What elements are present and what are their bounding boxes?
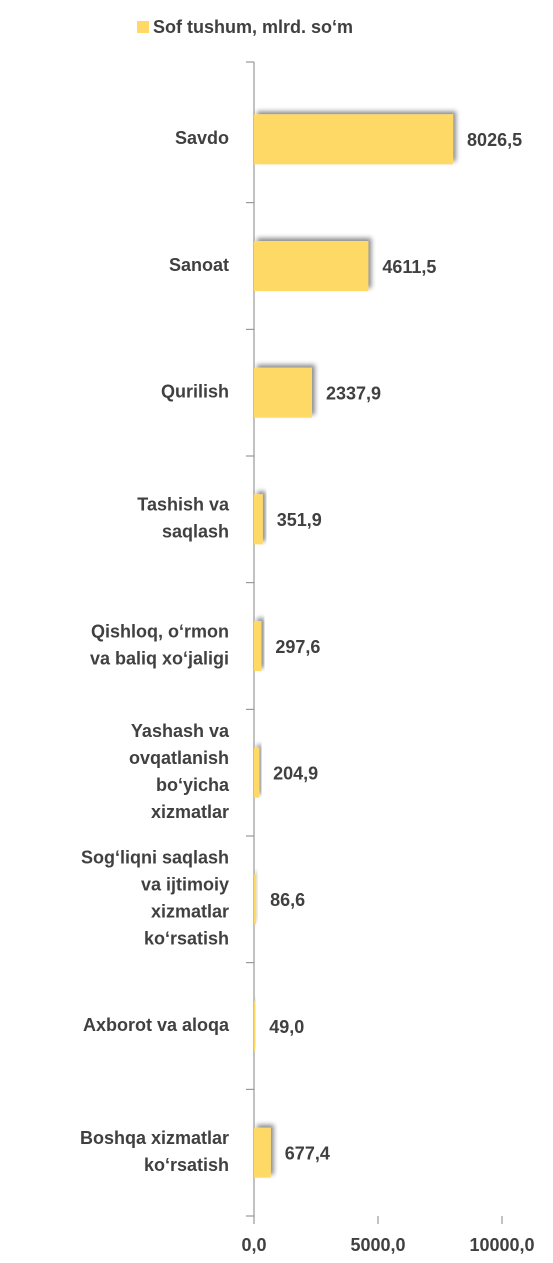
y-tick-label: bo‘yicha xyxy=(156,775,230,795)
y-tick-label: va ijtimoiy xyxy=(141,875,229,895)
y-tick-label: Boshqa xizmatlar xyxy=(80,1128,229,1148)
y-tick-label: Qurilish xyxy=(161,381,229,401)
bar xyxy=(254,874,257,925)
x-tick-label: 5000,0 xyxy=(350,1235,405,1255)
y-tick-label: xizmatlar xyxy=(151,802,229,822)
y-tick-label: Sanoat xyxy=(169,255,229,275)
data-label: 351,9 xyxy=(277,510,322,530)
legend-label: Sof tushum, mlrd. so‘m xyxy=(153,17,353,37)
bar xyxy=(254,494,263,545)
bar xyxy=(254,1127,271,1178)
data-label: 86,6 xyxy=(270,890,305,910)
x-tick-label: 0,0 xyxy=(241,1235,266,1255)
y-tick-label: Qishloq, o‘rmon xyxy=(91,621,229,641)
bar xyxy=(254,114,454,165)
data-label: 204,9 xyxy=(273,763,318,783)
y-tick-label: Yashash va xyxy=(131,721,230,741)
x-tick-label: 10000,0 xyxy=(469,1235,534,1255)
y-tick-label: xizmatlar xyxy=(151,902,229,922)
bar xyxy=(254,621,262,671)
y-tick-label: Sog‘liqni saqlash xyxy=(81,848,229,868)
data-label: 8026,5 xyxy=(467,130,522,150)
data-label: 677,4 xyxy=(285,1143,330,1163)
bar xyxy=(254,367,312,418)
y-tick-label: Savdo xyxy=(175,128,229,148)
y-tick-label: saqlash xyxy=(162,522,229,542)
y-tick-label: Tashish va xyxy=(137,495,230,515)
bar xyxy=(254,1001,256,1051)
data-label: 2337,9 xyxy=(326,383,381,403)
data-label: 297,6 xyxy=(275,637,320,657)
bar xyxy=(254,241,369,291)
data-label: 49,0 xyxy=(269,1017,304,1037)
y-tick-label: ko‘rsatish xyxy=(144,1155,229,1175)
y-tick-label: ko‘rsatish xyxy=(144,929,229,949)
y-tick-label: Axborot va aloqa xyxy=(83,1015,230,1035)
y-tick-label: ovqatlanish xyxy=(129,748,229,768)
data-label: 4611,5 xyxy=(382,257,436,277)
legend-swatch xyxy=(137,21,149,33)
y-tick-label: va baliq xo‘jaligi xyxy=(90,648,229,668)
bar xyxy=(254,747,260,798)
